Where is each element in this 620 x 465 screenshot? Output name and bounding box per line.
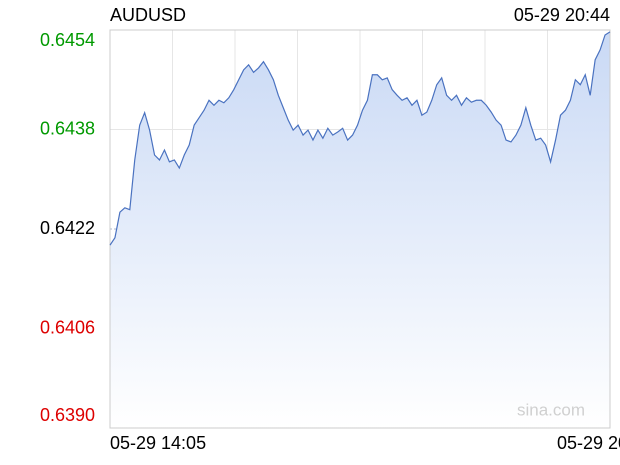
x-tick-label: 05-29 20:43	[557, 433, 620, 453]
y-tick-label: 0.6454	[40, 30, 95, 50]
price-line	[109, 31, 611, 246]
y-tick-label: 0.6438	[40, 118, 95, 138]
y-tick-label: 0.6390	[40, 405, 95, 425]
x-tick-label: 05-29 14:05	[110, 433, 206, 453]
chart-title: AUDUSD	[110, 5, 186, 25]
watermark: sina.com	[517, 400, 585, 419]
y-tick-label: 0.6406	[40, 317, 95, 337]
plot-frame	[109, 29, 611, 429]
area-fill	[110, 31, 610, 429]
y-tick-label: 0.6422	[40, 218, 95, 238]
timestamp: 05-29 20:44	[514, 5, 610, 25]
